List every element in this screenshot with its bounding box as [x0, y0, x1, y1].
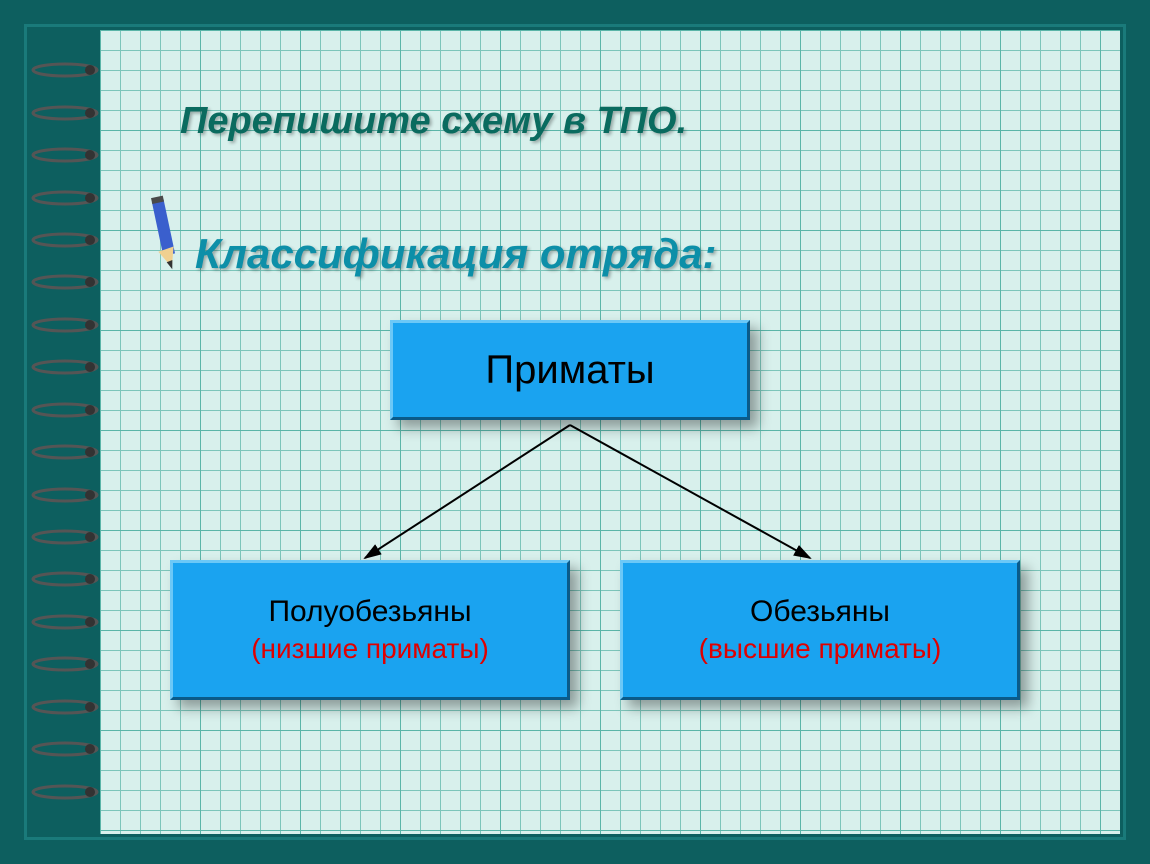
- spiral-ring: [30, 487, 100, 505]
- tree-child-node-right: Обезьяны (высшие приматы): [620, 560, 1020, 700]
- spiral-ring: [30, 741, 100, 759]
- child-node-subtitle: (низшие приматы): [251, 633, 489, 665]
- root-node-title: Приматы: [485, 348, 654, 393]
- spiral-ring: [30, 190, 100, 208]
- spiral-ring: [30, 571, 100, 589]
- child-node-title: Обезьяны: [750, 595, 890, 629]
- spiral-ring: [30, 232, 100, 250]
- spiral-ring: [30, 614, 100, 632]
- spiral-ring: [30, 105, 100, 123]
- spiral-ring: [30, 699, 100, 717]
- spiral-ring: [30, 317, 100, 335]
- child-node-subtitle: (высшие приматы): [699, 633, 942, 665]
- grid-background: [100, 30, 1120, 834]
- slide-title: Перепишите схему в ТПО.: [180, 100, 687, 143]
- spiral-ring: [30, 147, 100, 165]
- slide-subtitle: Классификация отряда:: [195, 230, 717, 278]
- tree-root-node: Приматы: [390, 320, 750, 420]
- spiral-ring: [30, 359, 100, 377]
- spiral-binding: [30, 30, 100, 834]
- spiral-ring: [30, 444, 100, 462]
- spiral-ring: [30, 656, 100, 674]
- spiral-ring: [30, 274, 100, 292]
- child-node-title: Полуобезьяны: [268, 595, 471, 629]
- spiral-ring: [30, 784, 100, 802]
- spiral-ring: [30, 62, 100, 80]
- tree-child-node-left: Полуобезьяны (низшие приматы): [170, 560, 570, 700]
- spiral-ring: [30, 529, 100, 547]
- pencil-icon: [145, 190, 185, 280]
- spiral-ring: [30, 402, 100, 420]
